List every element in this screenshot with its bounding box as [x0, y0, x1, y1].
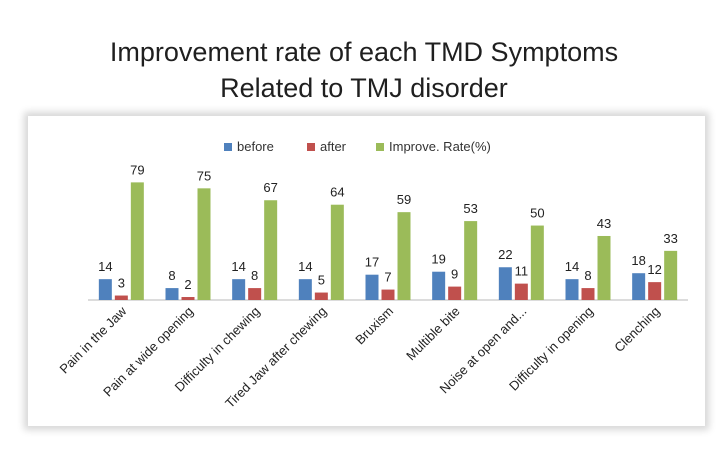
bar-3-1	[130, 182, 144, 300]
data-label-3-7: 50	[530, 206, 544, 221]
bar-2-5	[381, 289, 395, 300]
data-label-3-5: 59	[397, 192, 411, 207]
data-label-1-3: 14	[231, 259, 245, 274]
data-label-1-1: 14	[98, 259, 112, 274]
data-label-1-9: 18	[631, 253, 645, 268]
data-label-1-5: 17	[365, 255, 379, 270]
x-tick-label-5: Bruxism	[352, 304, 396, 348]
bar-3-8	[597, 235, 611, 300]
legend-label-3: Improve. Rate(%)	[389, 139, 491, 154]
data-label-3-8: 43	[597, 216, 611, 231]
data-label-3-1: 79	[130, 162, 144, 177]
bar-1-9	[632, 273, 646, 300]
bar-3-2	[197, 188, 211, 300]
bar-1-7	[498, 267, 512, 300]
legend-swatch-1	[224, 143, 232, 151]
legend-label-2: after	[320, 139, 347, 154]
data-label-2-5: 7	[384, 270, 391, 285]
bar-2-8	[581, 288, 595, 300]
bar-2-9	[648, 282, 662, 300]
data-label-1-4: 14	[298, 259, 312, 274]
data-label-1-2: 8	[168, 268, 175, 283]
data-label-2-3: 8	[251, 268, 258, 283]
data-label-3-3: 67	[263, 180, 277, 195]
bar-1-8	[565, 279, 579, 300]
bar-1-3	[232, 279, 246, 300]
data-label-1-8: 14	[565, 259, 579, 274]
data-label-3-6: 53	[463, 201, 477, 216]
bar-2-7	[514, 283, 528, 300]
bar-3-5	[397, 212, 411, 300]
bar-2-3	[248, 288, 262, 300]
bar-1-2	[165, 288, 179, 300]
bar-3-3	[264, 200, 278, 300]
bar-2-6	[448, 286, 462, 300]
x-tick-label-9: Clenching	[611, 304, 662, 355]
bar-2-2	[181, 297, 195, 300]
data-label-1-7: 22	[498, 247, 512, 262]
data-label-2-1: 3	[118, 276, 125, 291]
data-label-3-4: 64	[330, 185, 344, 200]
bar-3-9	[664, 250, 678, 300]
bar-1-1	[98, 279, 112, 300]
title-line-2: Related to TMJ disorder	[220, 73, 508, 103]
data-label-3-9: 33	[663, 231, 677, 246]
x-tick-label-1: Pain in the Jaw	[57, 303, 130, 376]
title-line-1: Improvement rate of each TMD Symptoms	[109, 37, 619, 67]
data-label-2-7: 11	[515, 264, 529, 279]
data-label-2-9: 12	[647, 262, 661, 277]
data-label-2-2: 2	[184, 277, 191, 292]
data-label-2-8: 8	[584, 268, 591, 283]
data-label-2-4: 5	[318, 273, 325, 288]
legend-swatch-2	[307, 143, 315, 151]
data-label-3-2: 75	[197, 168, 211, 183]
legend-label-1: before	[237, 139, 274, 154]
bar-1-4	[298, 279, 312, 300]
x-tick-label-6: Multible bite	[403, 304, 463, 364]
data-label-1-6: 19	[431, 252, 445, 267]
bar-1-5	[365, 274, 379, 300]
bar-2-1	[114, 295, 128, 300]
legend-swatch-3	[376, 143, 384, 151]
slide-title: Improvement rate of each TMD Symptoms Re…	[0, 34, 728, 106]
bar-3-7	[530, 225, 544, 300]
bar-3-4	[330, 204, 344, 300]
data-label-2-6: 9	[451, 267, 458, 282]
bar-3-6	[464, 221, 478, 300]
bar-1-6	[432, 271, 446, 300]
chart-area: before after Improve. Rate(%) 14 3 79 Pain in …	[28, 116, 705, 426]
bar-2-4	[314, 292, 328, 300]
